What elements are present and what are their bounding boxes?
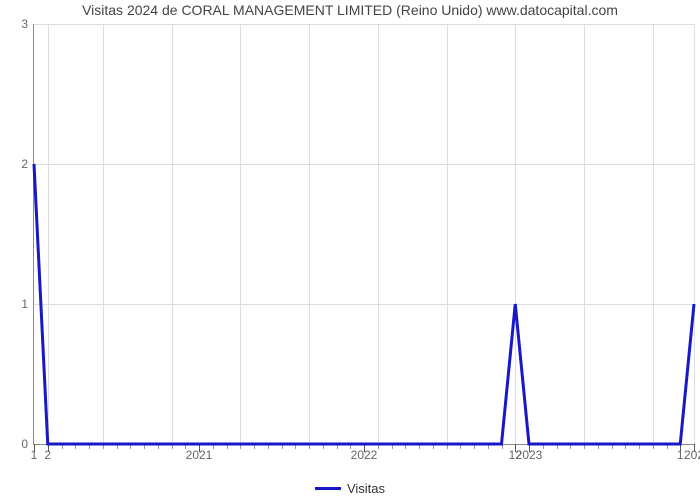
chart-title: Visitas 2024 de CORAL MANAGEMENT LIMITED… <box>0 2 700 18</box>
legend-swatch <box>315 487 341 490</box>
gridline-v <box>694 24 695 444</box>
y-tick-label: 3 <box>21 17 34 31</box>
plot-area: 012312202120221220231202 <box>33 24 694 445</box>
legend-label: Visitas <box>347 481 385 496</box>
x-tick-label: 2023 <box>516 444 543 462</box>
y-tick-label: 1 <box>21 297 34 311</box>
y-tick-label: 2 <box>21 157 34 171</box>
x-tick-label: 202 <box>684 444 700 462</box>
x-tick-label: 2022 <box>351 444 378 462</box>
x-tick-label: 2 <box>44 444 51 462</box>
x-tick-label: 2021 <box>186 444 213 462</box>
series-line <box>34 24 694 444</box>
legend: Visitas <box>0 478 700 496</box>
x-tick-label: 1 <box>677 444 684 462</box>
legend-item-visitas: Visitas <box>315 481 385 496</box>
x-tick-label: 1 <box>31 444 38 462</box>
